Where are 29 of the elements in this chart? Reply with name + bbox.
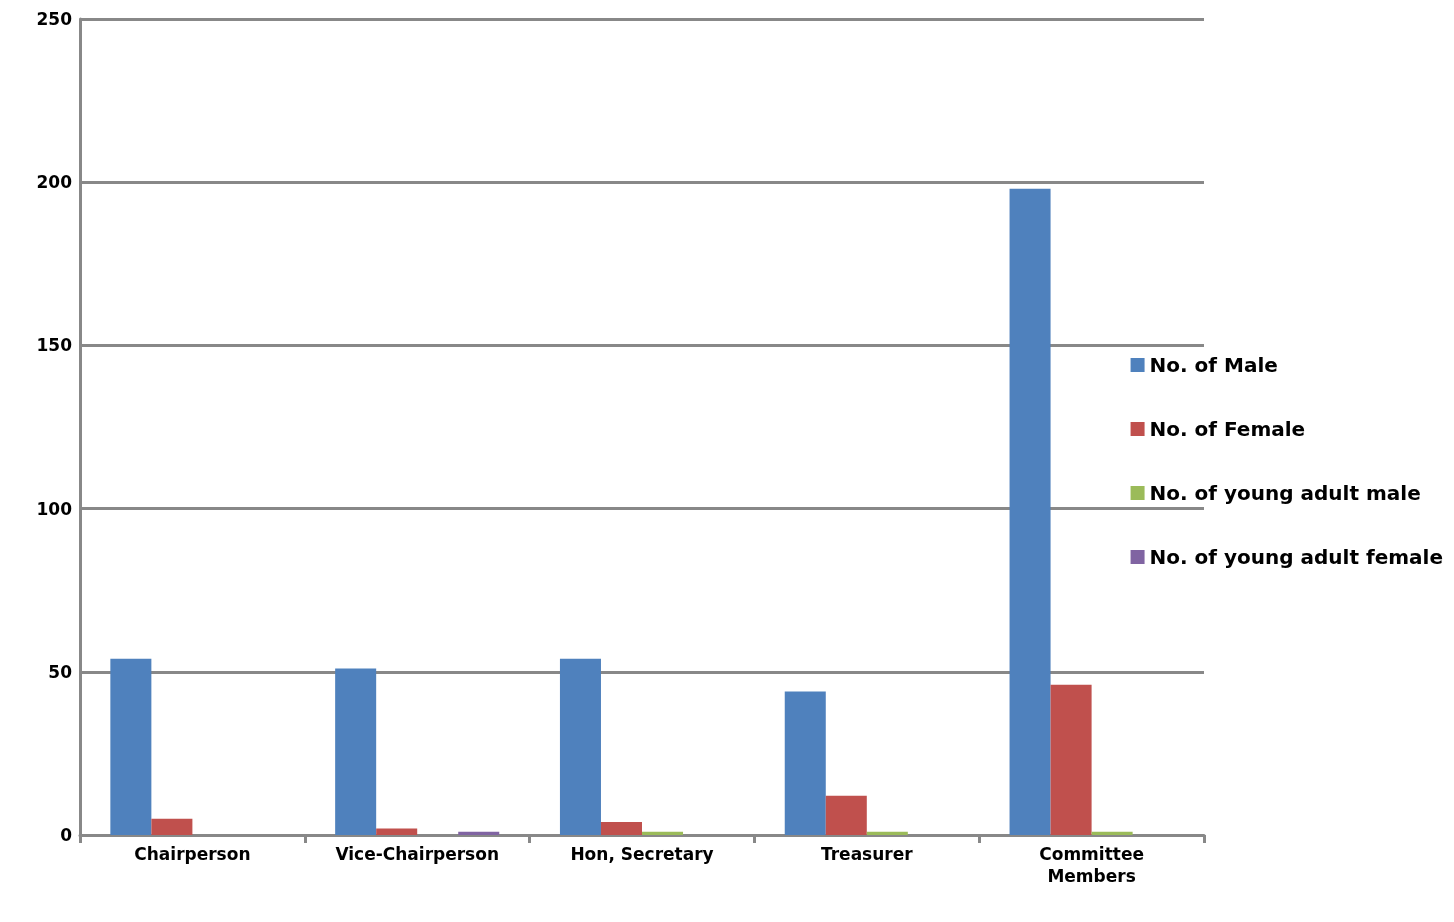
legend-label: No. of young adult male bbox=[1149, 481, 1421, 505]
bar bbox=[559, 658, 601, 835]
bar bbox=[335, 668, 377, 835]
bar bbox=[784, 691, 826, 835]
bar bbox=[458, 831, 500, 835]
legend-label: No. of Male bbox=[1149, 353, 1278, 377]
bar bbox=[642, 831, 684, 835]
bar bbox=[1091, 831, 1133, 835]
bar bbox=[376, 828, 418, 835]
x-tick-label: Treasurer bbox=[820, 844, 914, 864]
bar bbox=[151, 818, 193, 835]
legend-label: No. of young adult female bbox=[1149, 545, 1444, 569]
bar bbox=[110, 658, 152, 835]
x-tick-label: Chairperson bbox=[134, 844, 251, 864]
bar bbox=[1050, 684, 1092, 835]
bar bbox=[825, 795, 867, 835]
y-tick-label: 150 bbox=[36, 335, 73, 356]
y-tick-label: 100 bbox=[36, 498, 73, 519]
y-tick-label: 50 bbox=[48, 661, 73, 682]
bar bbox=[600, 821, 642, 835]
bar bbox=[1009, 188, 1051, 835]
y-tick-label: 0 bbox=[60, 825, 73, 845]
legend-label: No. of Female bbox=[1149, 417, 1306, 441]
y-tick-label: 250 bbox=[36, 9, 73, 29]
x-tick-label: Vice-Chairperson bbox=[335, 844, 499, 864]
y-tick-label: 200 bbox=[36, 172, 73, 193]
bar bbox=[866, 831, 908, 835]
x-tick-label: Hon, Secretary bbox=[570, 844, 714, 864]
x-tick-label: Committee Members bbox=[1039, 844, 1144, 886]
